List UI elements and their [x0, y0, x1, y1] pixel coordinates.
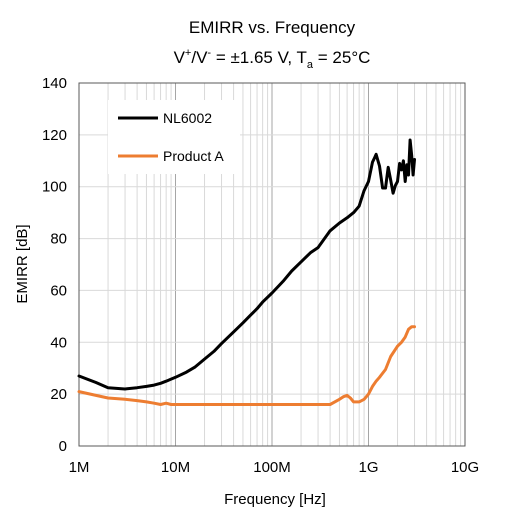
legend-label-nl6002: NL6002	[163, 110, 212, 126]
chart-title: EMIRR vs. Frequency	[189, 18, 356, 37]
y-tick-label: 80	[50, 231, 67, 248]
x-tick-label: 10G	[451, 459, 479, 476]
x-tick-labels: 1M 10M 100M 1G 10G	[69, 459, 480, 476]
y-tick-label: 40	[50, 334, 67, 351]
y-tick-label: 0	[59, 438, 67, 455]
subtitle-slash: /V	[191, 48, 208, 67]
plot-area-border	[78, 82, 466, 447]
subtitle-mid: = ±1.65 V, T	[211, 48, 307, 67]
series-layer	[77, 138, 416, 406]
x-tick-label: 1G	[358, 459, 378, 476]
subtitle-tail: = 25°C	[313, 48, 370, 67]
subtitle-sub: a	[307, 59, 314, 71]
y-tick-label: 100	[42, 179, 67, 196]
subtitle-sup2: -	[207, 47, 211, 59]
y-axis-label: EMIRR [dB]	[14, 224, 31, 303]
series-line-product-a	[77, 325, 416, 406]
series-line-nl6002	[77, 138, 416, 391]
y-tick-label: 60	[50, 282, 67, 299]
y-tick-label: 120	[42, 127, 67, 144]
y-tick-label: 140	[42, 75, 67, 92]
y-tick-labels: 0 20 40 60 80 100 120 140	[42, 75, 67, 455]
x-tick-label: 10M	[161, 459, 190, 476]
legend: NL6002 Product A	[108, 100, 240, 174]
x-axis-label: Frequency [Hz]	[224, 491, 326, 508]
y-tick-label: 20	[50, 386, 67, 403]
legend-label-product-a: Product A	[163, 148, 224, 164]
subtitle-v1: V	[174, 48, 186, 67]
subtitle-sup1: +	[185, 47, 191, 59]
x-tick-label: 100M	[253, 459, 291, 476]
legend-background	[108, 100, 240, 174]
chart-subtitle: V+/V- = ±1.65 V, Ta = 25°C	[174, 47, 371, 71]
x-tick-label: 1M	[69, 459, 90, 476]
